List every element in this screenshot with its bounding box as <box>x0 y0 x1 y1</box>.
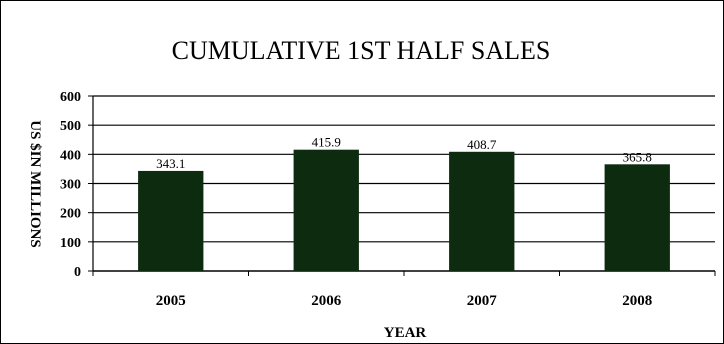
chart-title: CUMULATIVE 1ST HALF SALES <box>172 36 551 65</box>
bar-2005 <box>138 170 204 271</box>
x-tick-label-2008: 2008 <box>622 293 652 309</box>
x-tick-labels: 2005 2006 2007 2008 <box>156 293 653 309</box>
y-tick-labels: 0 100 200 300 400 500 600 <box>60 90 81 280</box>
bar-2008 <box>604 164 670 271</box>
y-axis-title: US $IN MILLIONS <box>27 120 43 248</box>
y-tick-label: 600 <box>60 90 81 105</box>
x-tick-label-2005: 2005 <box>156 293 186 309</box>
y-tick-label: 200 <box>60 207 81 222</box>
data-label-2005: 343.1 <box>156 156 185 171</box>
y-tick-label: 0 <box>74 265 81 280</box>
bar-2006 <box>293 149 359 271</box>
data-labels: 343.1 415.9 408.7 365.8 <box>156 135 652 171</box>
data-label-2006: 415.9 <box>312 135 341 150</box>
bars <box>138 149 670 271</box>
y-tick-label: 500 <box>60 119 81 134</box>
x-axis-title: YEAR <box>384 325 427 341</box>
y-tick-label: 100 <box>60 236 81 251</box>
x-tick-label-2007: 2007 <box>467 293 498 309</box>
x-tick-label-2006: 2006 <box>311 293 342 309</box>
data-label-2008: 365.8 <box>623 149 652 164</box>
y-tick-label: 400 <box>60 148 81 163</box>
data-label-2007: 408.7 <box>467 137 497 152</box>
y-tick-label: 300 <box>60 178 81 193</box>
bar-2007 <box>449 151 515 271</box>
